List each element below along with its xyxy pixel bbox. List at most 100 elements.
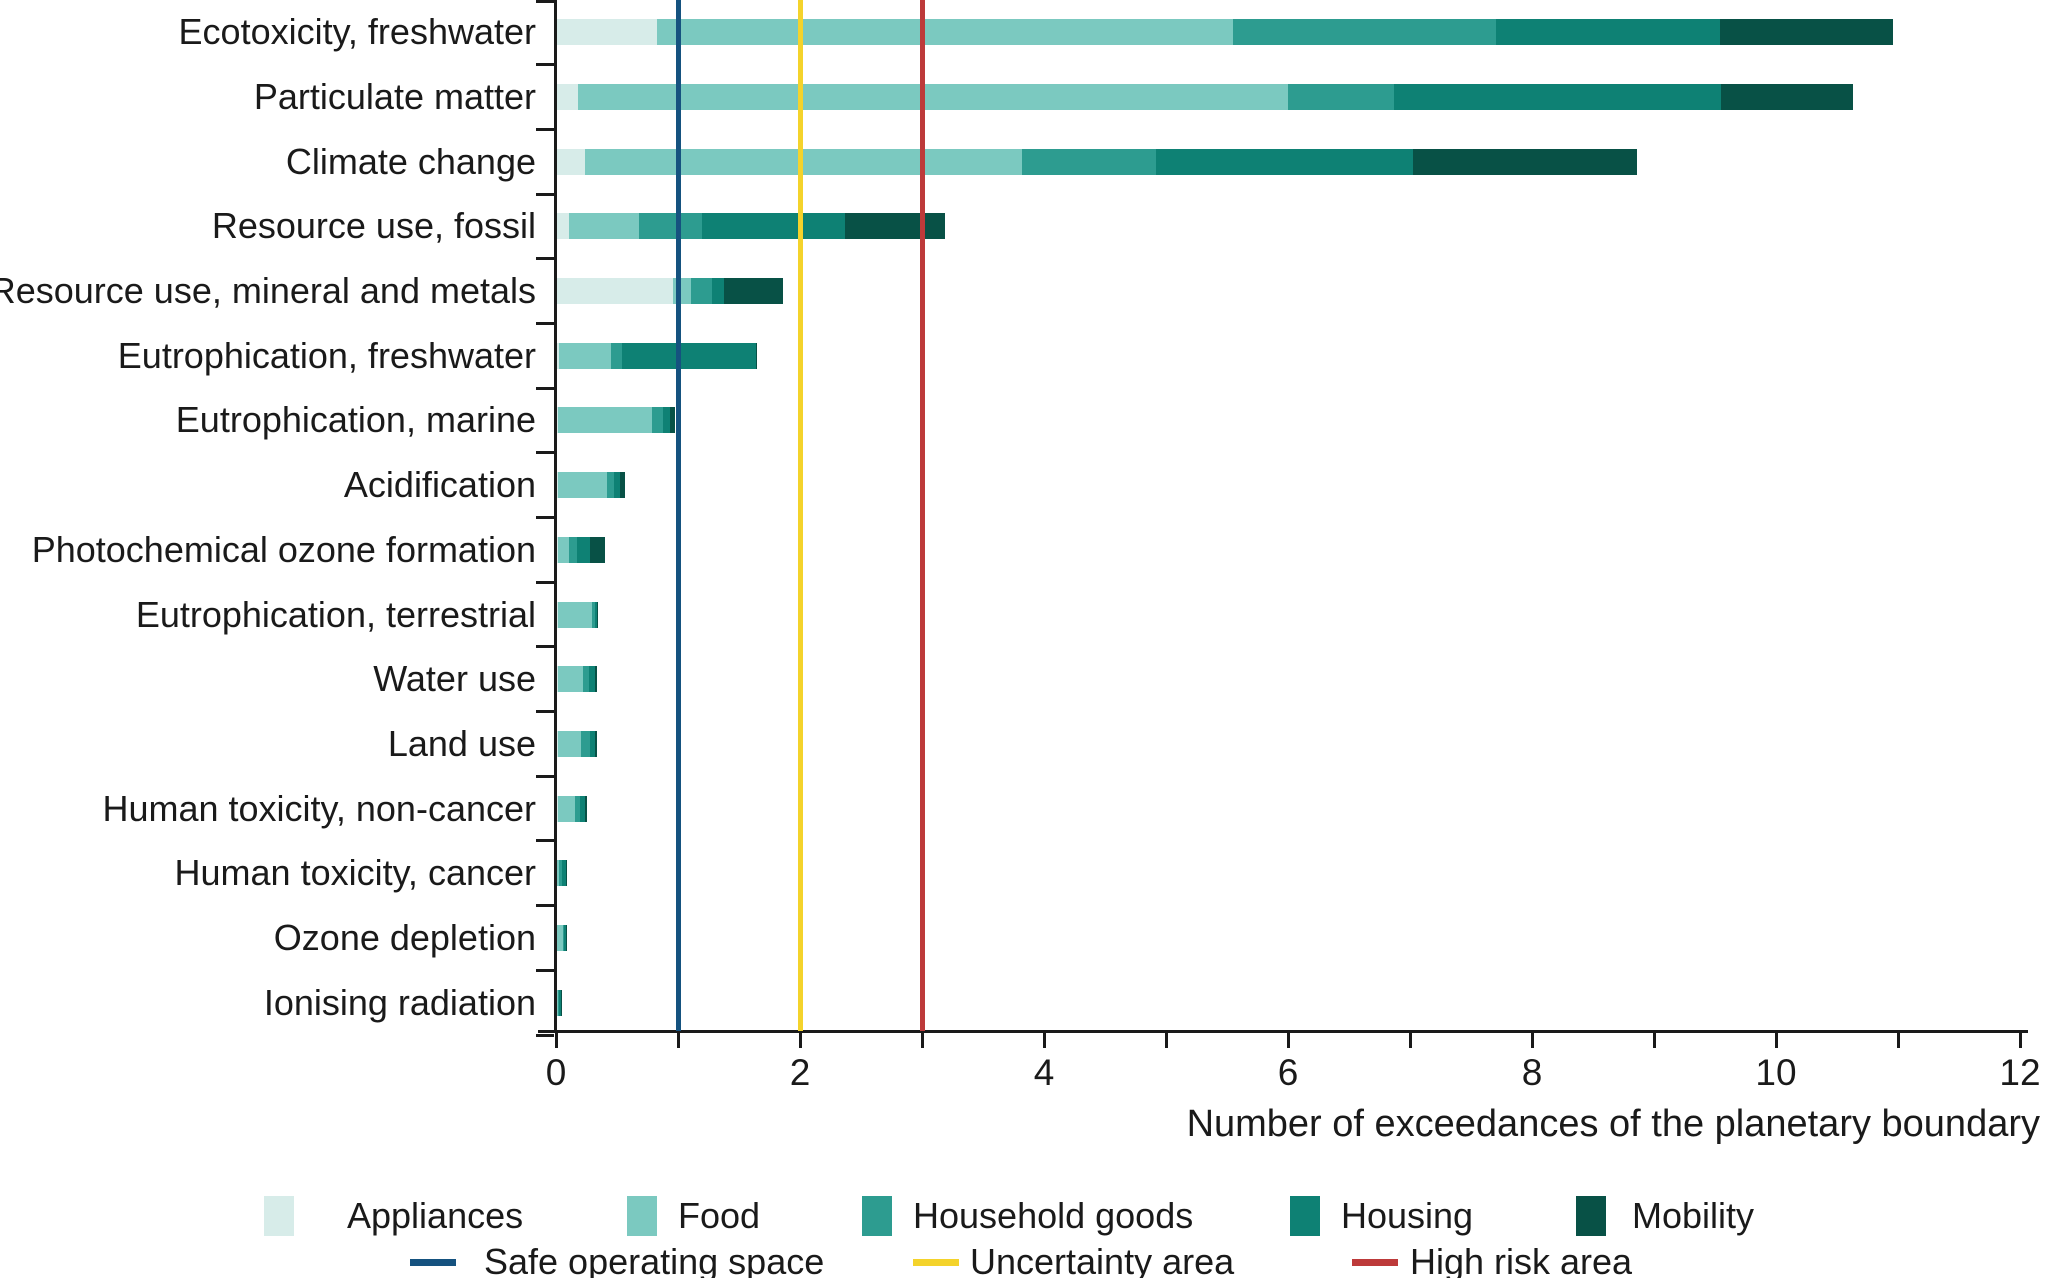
category-label: Land use bbox=[387, 722, 536, 764]
bar-segment-appliances bbox=[557, 342, 560, 369]
bar-segment-housing bbox=[564, 925, 566, 951]
y-axis-tick bbox=[536, 774, 554, 778]
x-axis-tick bbox=[1530, 1033, 1534, 1048]
category-label: Ionising radiation bbox=[263, 981, 536, 1023]
bar-segment-housing bbox=[1156, 148, 1414, 175]
legend-label-housing: Housing bbox=[1341, 1195, 1474, 1236]
bar-segment-food bbox=[569, 213, 639, 240]
bar-segment-housing bbox=[1496, 19, 1720, 46]
bar-segment-mobility bbox=[560, 989, 562, 1016]
bar-segment-appliances bbox=[557, 536, 559, 563]
legend-label-safe-operating-space: Safe operating space bbox=[484, 1241, 825, 1278]
x-tick-label: 8 bbox=[1521, 1052, 1543, 1093]
reference-line-uncertainty-area bbox=[797, 0, 803, 1031]
bar-segment-food bbox=[559, 342, 611, 369]
bar-segment-household-goods bbox=[1232, 19, 1497, 46]
y-axis-tick bbox=[536, 321, 554, 325]
category-label: Photochemical ozone formation bbox=[31, 528, 536, 570]
bar-segment-housing bbox=[663, 407, 671, 434]
bar-segment-appliances bbox=[557, 213, 570, 240]
x-axis-tick bbox=[920, 1033, 924, 1048]
bar-segment-food bbox=[585, 148, 1022, 175]
y-axis-tick bbox=[536, 386, 554, 390]
y-axis-tick bbox=[536, 63, 554, 67]
bar-segment-food bbox=[577, 84, 1288, 111]
x-axis-tick bbox=[1652, 1033, 1656, 1048]
bar-segment-appliances bbox=[557, 407, 559, 434]
x-axis-tick bbox=[2018, 1033, 2022, 1048]
y-axis-tick bbox=[536, 0, 554, 3]
reference-line-safe-operating-space bbox=[675, 0, 681, 1031]
legend-label-household-goods: Household goods bbox=[913, 1195, 1194, 1236]
category-label: Eutrophication, freshwater bbox=[117, 334, 536, 376]
bar-segment-household-goods bbox=[1287, 84, 1394, 111]
legend-line-high-risk-area bbox=[1352, 1259, 1398, 1266]
x-axis-tick bbox=[554, 1033, 558, 1048]
reference-line-high-risk-area bbox=[919, 0, 925, 1031]
bar-segment-mobility bbox=[585, 795, 588, 822]
x-axis-tick bbox=[1164, 1033, 1168, 1048]
category-label: Resource use, mineral and metals bbox=[0, 270, 536, 312]
bar-segment-household-goods bbox=[607, 472, 615, 499]
bar-segment-appliances bbox=[557, 730, 559, 757]
bar-segment-mobility bbox=[565, 925, 567, 951]
bar-segment-mobility bbox=[844, 213, 945, 240]
category-label: Ecotoxicity, freshwater bbox=[178, 11, 536, 53]
legend-label-high-risk-area: High risk area bbox=[1410, 1241, 1633, 1278]
category-label: Particulate matter bbox=[253, 76, 536, 118]
category-label: Ozone depletion bbox=[273, 917, 536, 958]
bar-segment-household-goods bbox=[638, 213, 703, 240]
bar-segment-food bbox=[558, 472, 608, 499]
y-axis-tick bbox=[536, 1033, 554, 1037]
y-axis-tick bbox=[536, 451, 554, 455]
bar-segment-household-goods bbox=[581, 730, 590, 757]
y-axis-tick bbox=[536, 257, 554, 261]
y-axis-line bbox=[554, 0, 557, 1030]
x-axis-tick bbox=[1286, 1033, 1290, 1048]
x-axis-tick bbox=[1042, 1033, 1046, 1048]
bar-segment-housing bbox=[621, 342, 756, 369]
category-label: Eutrophication, terrestrial bbox=[135, 593, 536, 635]
bar-segment-food bbox=[558, 666, 583, 693]
bar-segment-housing bbox=[589, 730, 595, 757]
bar-segment-mobility bbox=[589, 536, 605, 563]
category-label: Resource use, fossil bbox=[211, 205, 536, 247]
bar-segment-food bbox=[558, 795, 576, 822]
bar-segment-appliances bbox=[557, 795, 559, 822]
legend-label-appliances: Appliances bbox=[347, 1195, 524, 1236]
legend: Appliances Food Household goods Housing Mobi… bbox=[0, 1180, 2048, 1278]
x-tick-label: 0 bbox=[545, 1052, 567, 1093]
legend-line-uncertainty-area bbox=[913, 1259, 959, 1266]
y-axis-tick bbox=[536, 839, 554, 843]
bar-segment-housing bbox=[576, 536, 590, 563]
y-axis-tick bbox=[536, 645, 554, 649]
x-axis-tick bbox=[676, 1033, 680, 1048]
bar-segment-household-goods bbox=[563, 925, 565, 951]
bar-segment-household-goods bbox=[558, 989, 560, 1016]
x-axis-title: Number of exceedances of the planetary b… bbox=[1186, 1103, 2040, 1145]
bar-segment-household-goods bbox=[691, 278, 712, 305]
legend-swatch-household-goods bbox=[862, 1196, 892, 1236]
y-axis-tick bbox=[536, 516, 554, 520]
x-tick-label: 12 bbox=[1999, 1052, 2041, 1093]
x-tick-label: 4 bbox=[1033, 1052, 1055, 1093]
bar-segment-household-goods bbox=[569, 536, 577, 563]
bar-segment-mobility bbox=[724, 278, 783, 305]
x-axis-tick bbox=[1408, 1033, 1412, 1048]
y-axis-tick bbox=[536, 904, 554, 908]
bar-segment-appliances bbox=[557, 601, 559, 628]
bar-segment-housing bbox=[594, 601, 598, 628]
bar-segment-food bbox=[558, 730, 582, 757]
x-axis-tick bbox=[798, 1033, 802, 1048]
bar-segment-mobility bbox=[1720, 84, 1853, 111]
bar-segment-household-goods bbox=[582, 666, 589, 693]
category-label: Human toxicity, non-cancer bbox=[102, 787, 536, 829]
bar-segment-food bbox=[558, 601, 593, 628]
bar-segment-housing bbox=[711, 278, 725, 305]
bar-segment-appliances bbox=[557, 278, 673, 305]
bar-segment-food bbox=[557, 925, 564, 951]
category-label: Water use bbox=[373, 658, 536, 700]
category-label: Climate change bbox=[285, 140, 536, 182]
legend-swatch-food bbox=[627, 1196, 657, 1236]
bar-segment-food bbox=[558, 407, 653, 434]
